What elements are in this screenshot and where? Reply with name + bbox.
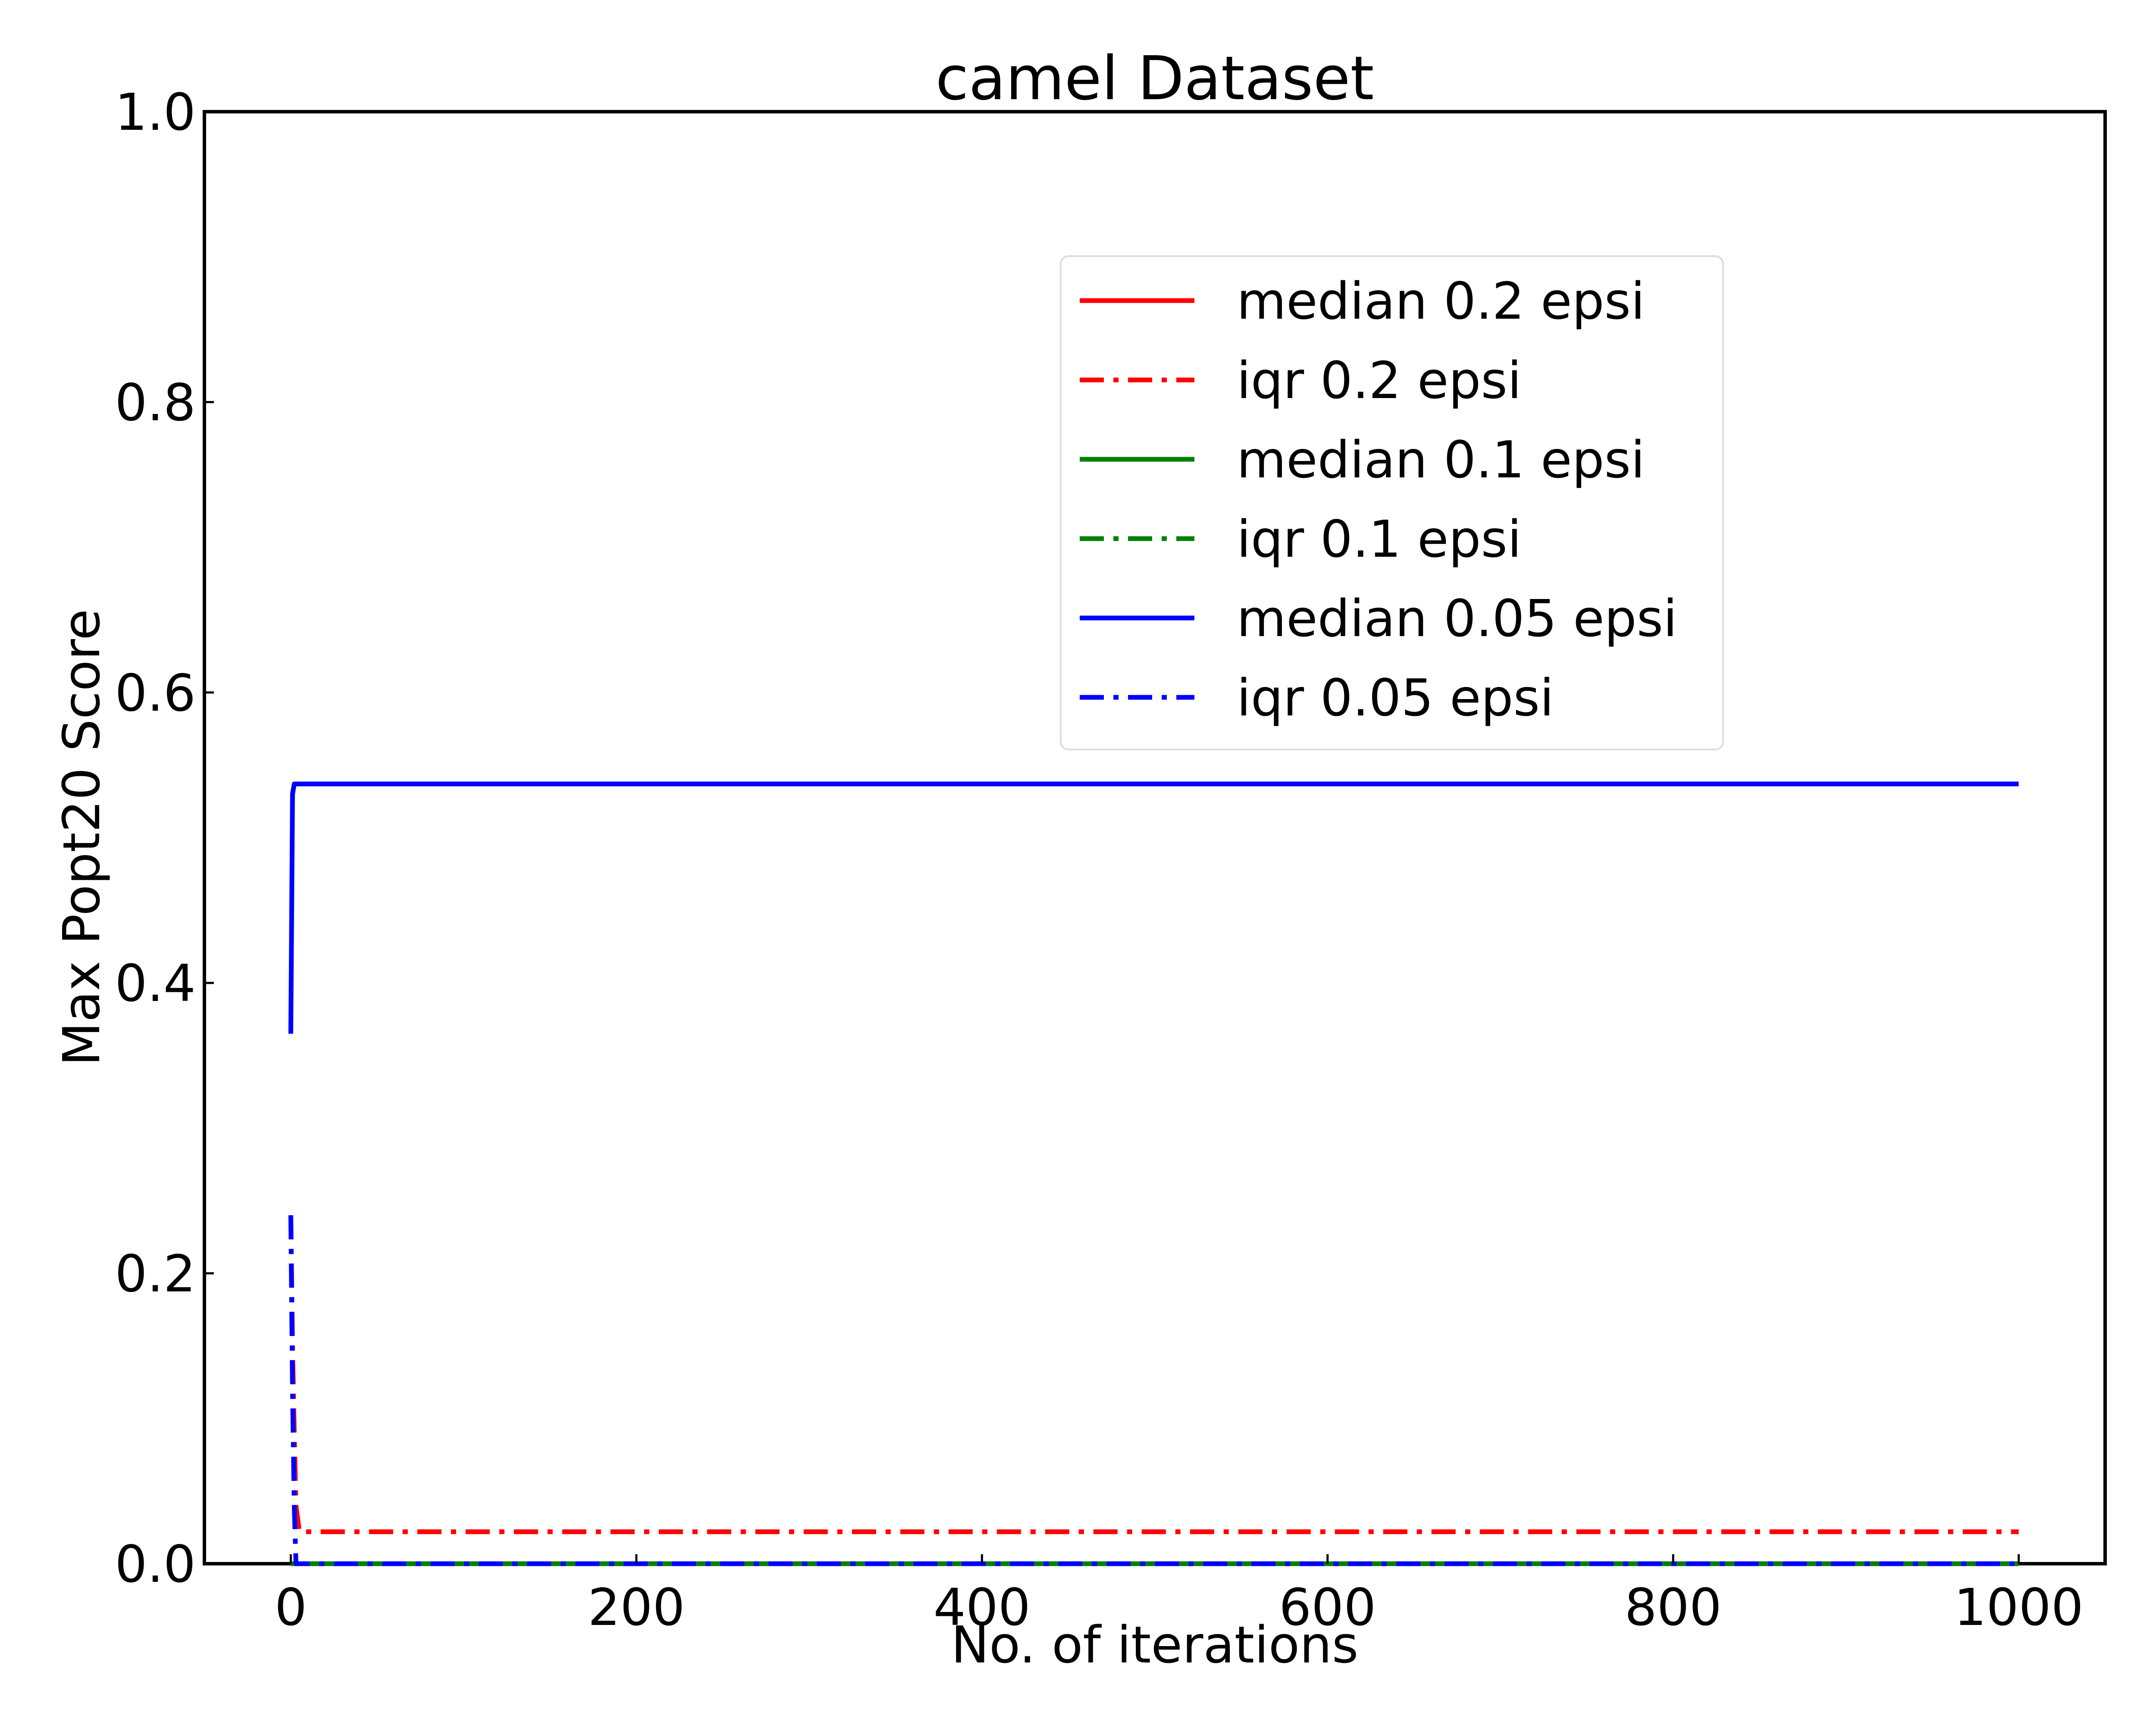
series-line-median-0-05-epsi	[288, 781, 2019, 1034]
y-tick-label: 0.4	[115, 953, 196, 1013]
x-tick-label: 400	[934, 1578, 1031, 1637]
legend-label: iqr 0.05 epsi	[1237, 668, 1554, 728]
y-tick-label: 0.2	[115, 1244, 196, 1304]
x-tick-label: 0	[275, 1578, 307, 1637]
y-tick-label: 0.6	[115, 663, 196, 723]
series-layer	[288, 781, 2019, 1566]
y-axis-ticks: 0.0 0.2 0.4 0.6 0.8 1.0	[115, 82, 214, 1594]
chart-title: camel Dataset	[936, 44, 1374, 114]
y-tick-label: 1.0	[115, 82, 196, 142]
x-tick-label: 200	[588, 1578, 685, 1637]
x-tick-label: 1000	[1954, 1578, 2083, 1637]
y-tick-label: 0.8	[115, 373, 196, 432]
legend-label: iqr 0.1 epsi	[1237, 509, 1522, 569]
y-axis-label: Max Popt20 Score	[52, 609, 111, 1066]
legend-label: median 0.2 epsi	[1237, 271, 1645, 331]
y-tick-label: 0.0	[115, 1534, 196, 1594]
series-line-iqr-0-05-epsi	[288, 1215, 2019, 1566]
legend-label: median 0.05 epsi	[1237, 589, 1677, 648]
x-tick-label: 800	[1625, 1578, 1722, 1637]
x-axis-ticks: 0 200 400 600 800 1000	[275, 1554, 2084, 1637]
legend-box	[1060, 255, 1724, 750]
legend: median 0.2 epsi iqr 0.2 epsi median 0.1 ep…	[1060, 255, 1724, 750]
series-line-iqr-0-2-epsi	[288, 1215, 2019, 1534]
legend-label: median 0.1 epsi	[1237, 430, 1645, 489]
legend-label: iqr 0.2 epsi	[1237, 351, 1522, 410]
x-axis-label: No. of iterations	[951, 1615, 1359, 1675]
x-tick-label: 600	[1279, 1578, 1376, 1637]
